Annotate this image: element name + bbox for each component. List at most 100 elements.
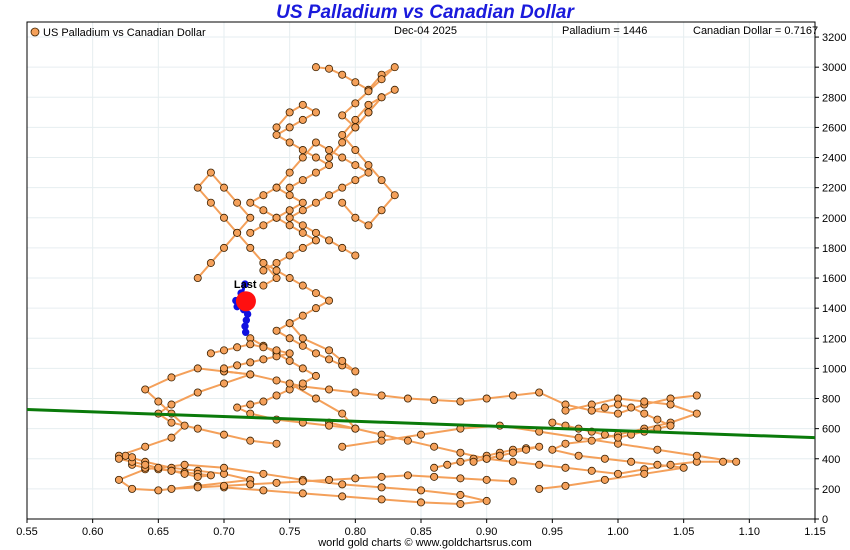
data-point [219, 243, 228, 252]
data-point [298, 206, 307, 215]
legend-marker [30, 27, 40, 37]
data-point [272, 130, 281, 139]
x-tick-label: 1.05 [673, 526, 694, 538]
data-point [403, 394, 412, 403]
data-point [416, 486, 425, 495]
y-tick-label: 1000 [822, 363, 846, 375]
data-point [285, 274, 294, 283]
data-point [535, 460, 544, 469]
x-tick-label: 1.00 [607, 526, 628, 538]
x-tick-label: 0.90 [476, 526, 497, 538]
data-point [233, 198, 242, 207]
data-point [338, 183, 347, 192]
y-tick-label: 400 [822, 454, 840, 466]
recent-point [242, 316, 251, 324]
data-point [311, 304, 320, 313]
data-point [311, 236, 320, 245]
x-axis: 0.55 0.60 0.65 0.70 0.75 0.80 0.85 0.90 0.95 1.00… [16, 519, 826, 538]
data-point [272, 326, 281, 335]
data-point [338, 409, 347, 418]
data-point [325, 64, 334, 73]
data-point [285, 356, 294, 365]
data-point [377, 436, 386, 445]
data-point [508, 457, 517, 466]
data-point [259, 469, 268, 478]
data-point [285, 221, 294, 230]
data-point [311, 289, 320, 298]
data-point [219, 430, 228, 439]
data-point [206, 349, 215, 358]
data-point [154, 463, 163, 472]
data-point [403, 436, 412, 445]
data-point [338, 480, 347, 489]
data-point [285, 213, 294, 222]
x-tick-label: 0.65 [148, 526, 169, 538]
data-point [364, 168, 373, 177]
data-point [325, 346, 334, 355]
data-point [338, 138, 347, 147]
data-point [338, 70, 347, 79]
data-point [325, 191, 334, 200]
data-point [219, 481, 228, 490]
x-tick-label: 1.15 [804, 526, 825, 538]
data-point [403, 471, 412, 480]
data-point [482, 394, 491, 403]
data-point [206, 258, 215, 267]
data-point [482, 454, 491, 463]
data-point [272, 376, 281, 385]
data-point [614, 433, 623, 442]
data-point [311, 371, 320, 380]
data-point [285, 379, 294, 388]
data-point [364, 108, 373, 117]
y-tick-label: 1600 [822, 273, 846, 285]
data-point [259, 486, 268, 495]
data-point [141, 385, 150, 394]
chart-title: US Palladium vs Canadian Dollar [276, 2, 574, 23]
data-point [285, 191, 294, 200]
data-point [180, 469, 189, 478]
data-point [219, 213, 228, 222]
data-point [128, 453, 137, 462]
data-point [311, 198, 320, 207]
data-point [219, 346, 228, 355]
data-point [233, 361, 242, 370]
data-point [508, 448, 517, 457]
data-point [272, 266, 281, 275]
data-point [535, 442, 544, 451]
data-point [298, 228, 307, 237]
data-point [469, 457, 478, 466]
data-point [298, 146, 307, 155]
data-point [298, 311, 307, 320]
data-point [338, 130, 347, 139]
recent-point [241, 328, 250, 336]
data-point [259, 281, 268, 290]
data-point [285, 319, 294, 328]
data-point [390, 63, 399, 72]
data-point [167, 484, 176, 493]
data-point [561, 463, 570, 472]
recent-point [241, 322, 249, 330]
data-point [233, 343, 242, 352]
data-point [614, 409, 623, 418]
data-point [219, 183, 228, 192]
data-point [193, 274, 202, 283]
data-point [325, 355, 334, 364]
data-point [364, 221, 373, 230]
data-point [338, 442, 347, 451]
cad-readout: Canadian Dollar = 0.7167 [693, 25, 818, 37]
data-point [285, 138, 294, 147]
data-point [311, 228, 320, 237]
data-point [600, 475, 609, 484]
data-point [364, 87, 373, 96]
data-point [351, 474, 360, 483]
data-point [246, 228, 255, 237]
data-point [416, 498, 425, 507]
data-point [259, 206, 268, 215]
y-axis: 0 200 400 600 800 1000 1200 1400 1600 1800 2000 220… [815, 32, 846, 526]
data-point [167, 400, 176, 409]
data-point [259, 355, 268, 364]
x-tick-label: 0.80 [345, 526, 366, 538]
data-point [206, 198, 215, 207]
data-point [121, 451, 130, 460]
